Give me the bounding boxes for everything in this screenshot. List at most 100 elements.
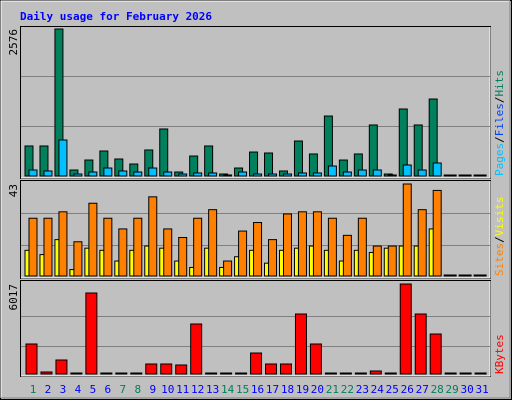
legend-entry: Files xyxy=(493,103,506,136)
bar xyxy=(265,363,278,375)
bar xyxy=(282,173,292,177)
bar xyxy=(282,213,292,277)
bar xyxy=(339,372,352,375)
x-tick-label: 6 xyxy=(105,383,112,396)
bar xyxy=(253,222,263,277)
bar xyxy=(342,171,352,177)
x-tick-label: 22 xyxy=(341,383,354,396)
bar xyxy=(459,372,472,375)
bar xyxy=(399,283,412,375)
bar xyxy=(148,167,158,177)
bar xyxy=(85,292,98,375)
bar xyxy=(133,171,143,177)
legend: Sites/Visits xyxy=(493,197,506,277)
bar xyxy=(204,145,214,177)
bar xyxy=(115,372,128,375)
bar xyxy=(28,217,38,277)
bar xyxy=(327,165,337,177)
x-tick-label: 29 xyxy=(446,383,459,396)
bevel xyxy=(21,27,491,179)
bar xyxy=(178,236,188,277)
bar xyxy=(444,372,457,375)
bar xyxy=(25,343,38,375)
bar xyxy=(43,217,53,277)
bar xyxy=(429,333,442,375)
bar xyxy=(28,169,38,177)
bar xyxy=(235,372,248,375)
bar xyxy=(160,363,173,375)
bar xyxy=(357,217,367,277)
bar xyxy=(312,211,322,277)
bar xyxy=(118,170,128,177)
x-tick-label: 23 xyxy=(356,383,369,396)
bar xyxy=(384,372,397,375)
bar xyxy=(357,169,367,177)
x-tick-label: 15 xyxy=(236,383,249,396)
bar xyxy=(372,169,382,177)
bar xyxy=(88,202,98,277)
x-tick-label: 30 xyxy=(461,383,474,396)
x-tick-label: 16 xyxy=(251,383,264,396)
bar xyxy=(474,372,487,375)
bar xyxy=(402,164,412,177)
legend-separator: / xyxy=(493,97,506,104)
bar xyxy=(178,173,188,177)
x-tick-label: 8 xyxy=(134,383,141,396)
legend-separator: / xyxy=(493,236,506,243)
bar xyxy=(294,313,307,375)
x-tick-label: 13 xyxy=(206,383,219,396)
x-tick-label: 17 xyxy=(266,383,279,396)
bar xyxy=(447,174,457,177)
bar xyxy=(73,173,83,177)
bar xyxy=(477,174,487,177)
x-tick-label: 14 xyxy=(221,383,235,396)
x-tick-label: 25 xyxy=(386,383,399,396)
bar xyxy=(369,370,382,375)
legend-entry: KBytes xyxy=(493,334,506,374)
x-tick-label: 2 xyxy=(45,383,52,396)
bar xyxy=(163,171,173,177)
bar xyxy=(264,152,274,177)
legend: KBytes xyxy=(493,334,506,374)
bar xyxy=(432,162,442,177)
bar xyxy=(253,173,263,177)
x-tick-label: 19 xyxy=(296,383,309,396)
bar xyxy=(43,170,53,177)
bar xyxy=(417,169,427,177)
bar xyxy=(309,343,322,375)
bar xyxy=(145,363,158,375)
bar xyxy=(279,363,292,375)
bar xyxy=(447,274,457,277)
bar xyxy=(220,372,233,375)
x-tick-label: 12 xyxy=(191,383,204,396)
bar xyxy=(297,211,307,277)
bar xyxy=(103,217,113,277)
bar xyxy=(130,372,143,375)
bar xyxy=(118,228,128,277)
bar xyxy=(163,228,173,277)
bar xyxy=(73,241,83,277)
bar xyxy=(223,260,233,277)
x-tick-label: 9 xyxy=(149,383,156,396)
bar xyxy=(417,209,427,277)
x-tick-label: 3 xyxy=(60,383,67,396)
legend: Pages/Files/Hits xyxy=(493,70,506,176)
legend-separator: / xyxy=(493,136,506,143)
x-tick-label: 26 xyxy=(401,383,414,396)
bar xyxy=(368,124,378,177)
legend-entry: Hits xyxy=(493,70,506,97)
y-tick-label: 6017 xyxy=(7,284,20,311)
x-tick-label: 20 xyxy=(311,383,324,396)
x-tick-label: 27 xyxy=(416,383,429,396)
bar xyxy=(250,352,263,375)
legend-entry: Sites xyxy=(493,243,506,276)
bar xyxy=(133,217,143,277)
bar xyxy=(205,372,218,375)
y-tick-label: 2576 xyxy=(7,29,20,56)
bar xyxy=(190,323,203,375)
bar xyxy=(175,364,188,375)
bar xyxy=(387,245,397,277)
